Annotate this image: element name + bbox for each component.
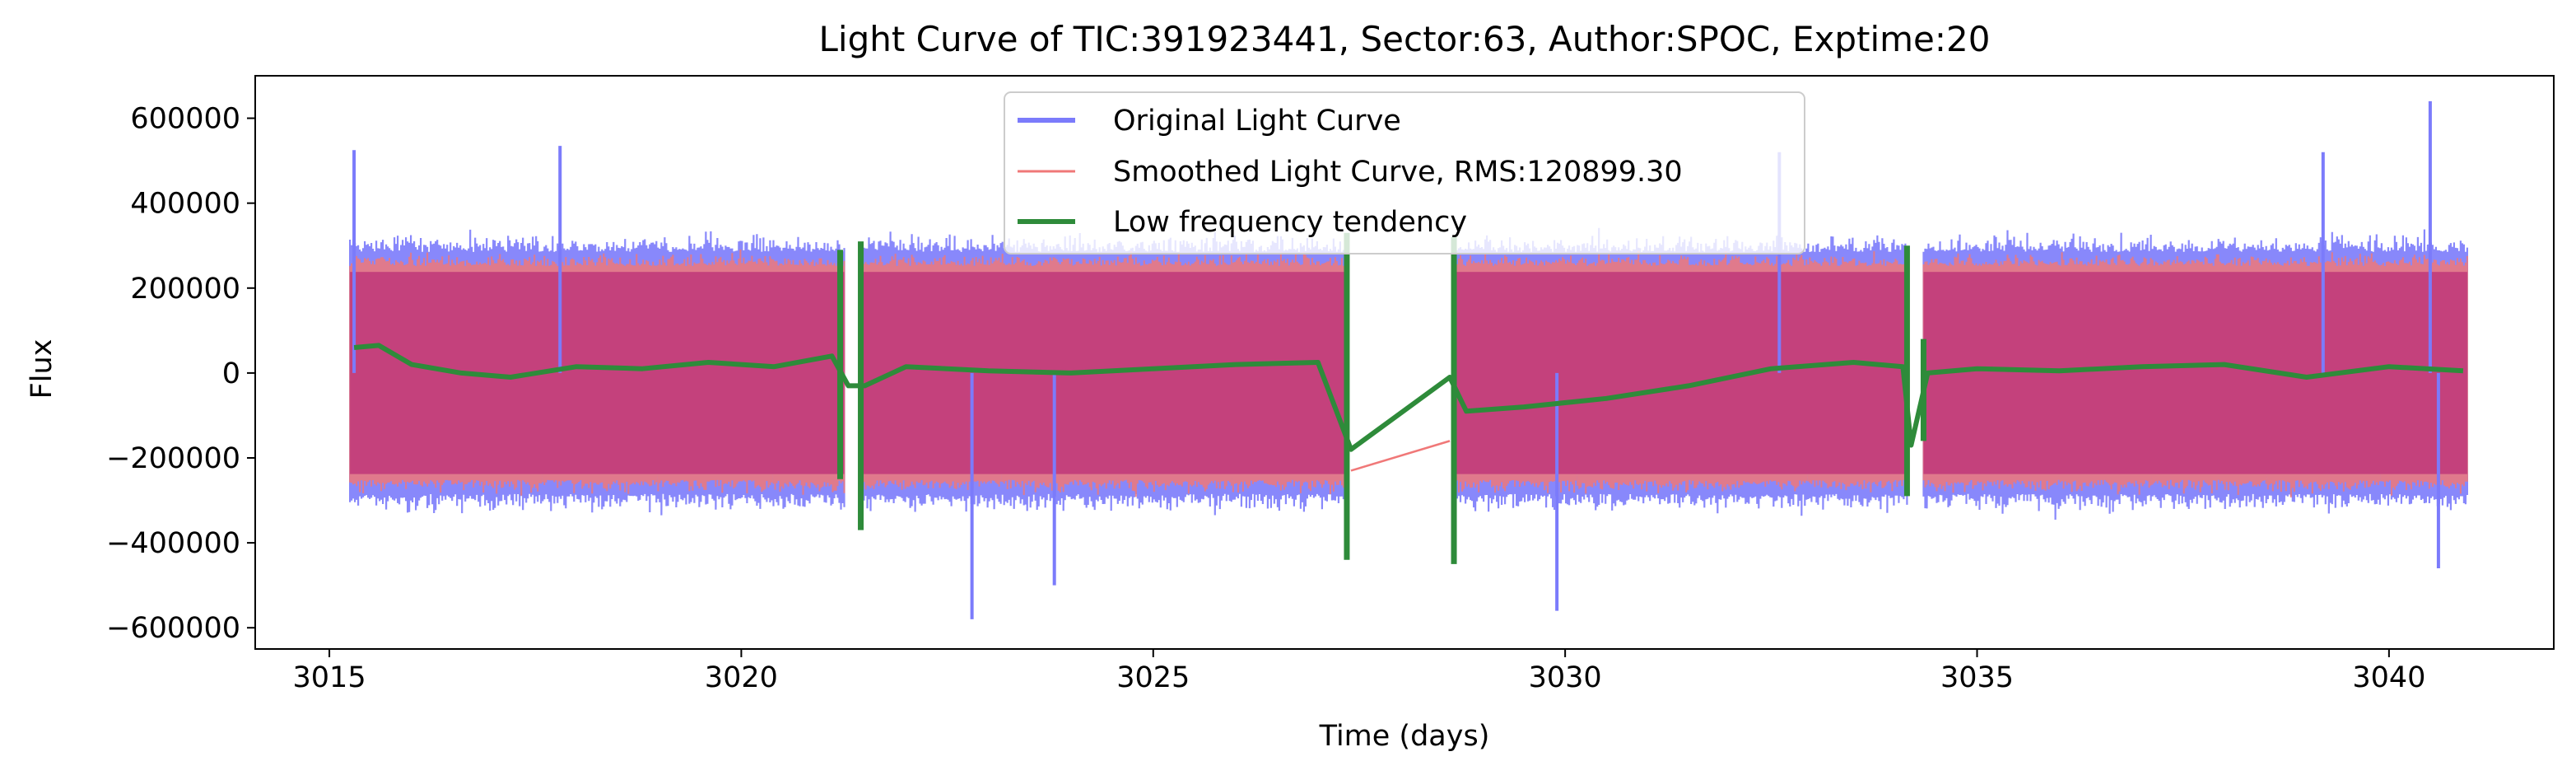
low-frequency-tendency-line xyxy=(353,343,2464,452)
overlap-band-segment-1 xyxy=(350,272,845,474)
axes-layer: 3015 3020 3025 3030 3035 3040 −600000 −400000 −2… xyxy=(106,75,2555,694)
x-tick-label: 3040 xyxy=(2352,661,2425,694)
legend-frame xyxy=(1004,91,1805,254)
y-tick-label: 0 xyxy=(222,357,240,390)
x-axis-label: Time (days) xyxy=(1319,720,1490,753)
smoothed-gap-line xyxy=(1350,440,1451,472)
overlap-band-segment-3 xyxy=(1454,272,1908,474)
x-tick-label: 3035 xyxy=(1940,661,2014,694)
legend-label-original: Original Light Curve xyxy=(1113,105,1401,138)
y-tick-label: 400000 xyxy=(130,188,240,221)
y-tick-label: −600000 xyxy=(106,612,240,645)
y-axis-label: Flux xyxy=(26,339,58,399)
overlap-band-segment-4 xyxy=(1923,272,2467,474)
y-tick-label: −200000 xyxy=(106,442,240,475)
y-tick-label: 200000 xyxy=(130,273,240,306)
y-tick-label: −400000 xyxy=(106,527,240,560)
y-tick-label: 600000 xyxy=(130,103,240,136)
legend-label-smoothed: Smoothed Light Curve, RMS:120899.30 xyxy=(1113,156,1683,189)
legend: Original Light Curve Smoothed Light Curv… xyxy=(1004,91,1805,254)
x-tick-label: 3025 xyxy=(1116,661,1190,694)
x-tick-label: 3020 xyxy=(705,661,778,694)
data-layer xyxy=(349,100,2468,619)
plot-frame xyxy=(254,75,2555,650)
chart-title: Light Curve of TIC:391923441, Sector:63,… xyxy=(819,19,1991,59)
legend-label-tendency: Low frequency tendency xyxy=(1113,206,1467,239)
x-tick-label: 3015 xyxy=(293,661,366,694)
x-tick-label: 3030 xyxy=(1529,661,1602,694)
